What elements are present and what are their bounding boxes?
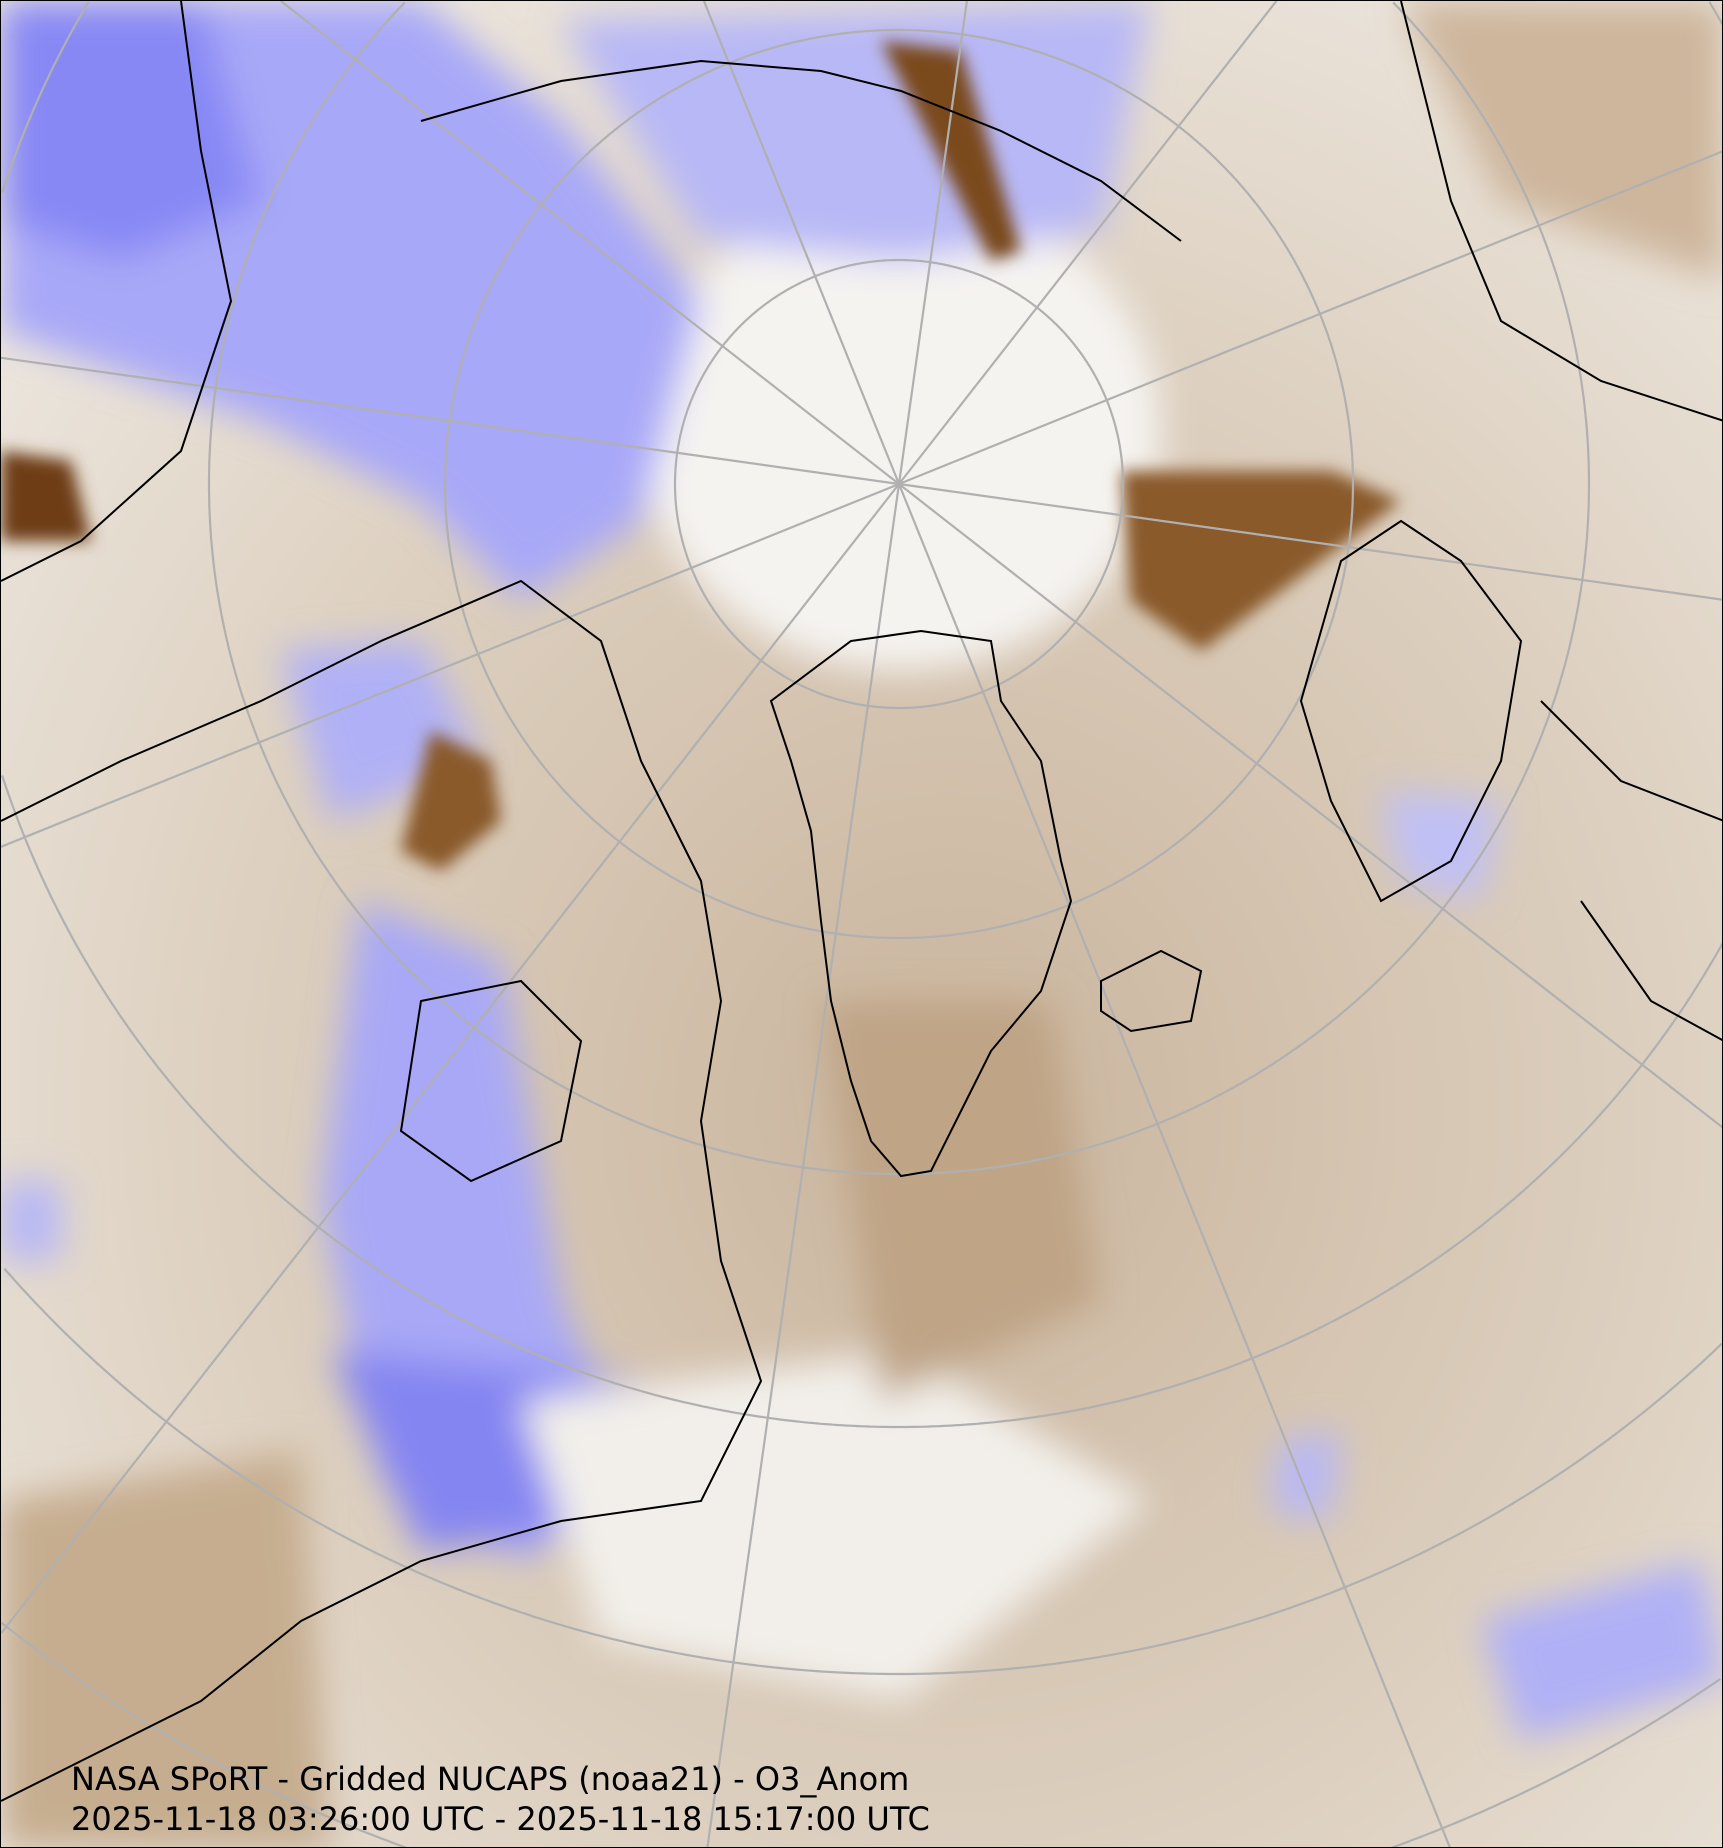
meridian-line — [898, 483, 1722, 1129]
alaska-coastline — [1, 1, 233, 582]
meridian-line — [280, 1, 900, 485]
latitude-circle — [1, 1, 1722, 1429]
coastlines — [1, 1, 1722, 1802]
greenland-coastline — [769, 629, 1073, 1178]
meridian-line — [898, 1, 1278, 485]
meridian-line — [898, 150, 1722, 486]
latitude-circle — [1, 1621, 1721, 1847]
map-time-range: 2025-11-18 03:26:00 UTC - 2025-11-18 15:… — [71, 1800, 930, 1838]
latitude-circle — [207, 1, 1591, 1176]
map-title: NASA SPoRT - Gridded NUCAPS (noaa21) - O… — [71, 1760, 910, 1798]
hudson-bay-coastline — [399, 979, 583, 1183]
meridian-line — [1, 482, 900, 848]
latitude-circle — [443, 28, 1355, 940]
meridian-line — [897, 483, 1451, 1847]
scandinavia-coastline — [1299, 519, 1523, 903]
meridian-line — [706, 483, 901, 1847]
meridian-line — [1, 356, 900, 486]
meridian-line — [702, 1, 901, 485]
north-america-coastline — [1, 579, 763, 1802]
latitude-circle — [673, 258, 1125, 710]
meridian-line — [1, 483, 900, 1635]
latitude-circle — [3, 1267, 1722, 1676]
iceland-coastline — [1100, 949, 1203, 1033]
meridian-line — [897, 1, 968, 485]
europe-borders — [1400, 1, 1722, 1042]
siberia-coastline — [420, 59, 1182, 242]
meridian-line — [898, 482, 1722, 601]
